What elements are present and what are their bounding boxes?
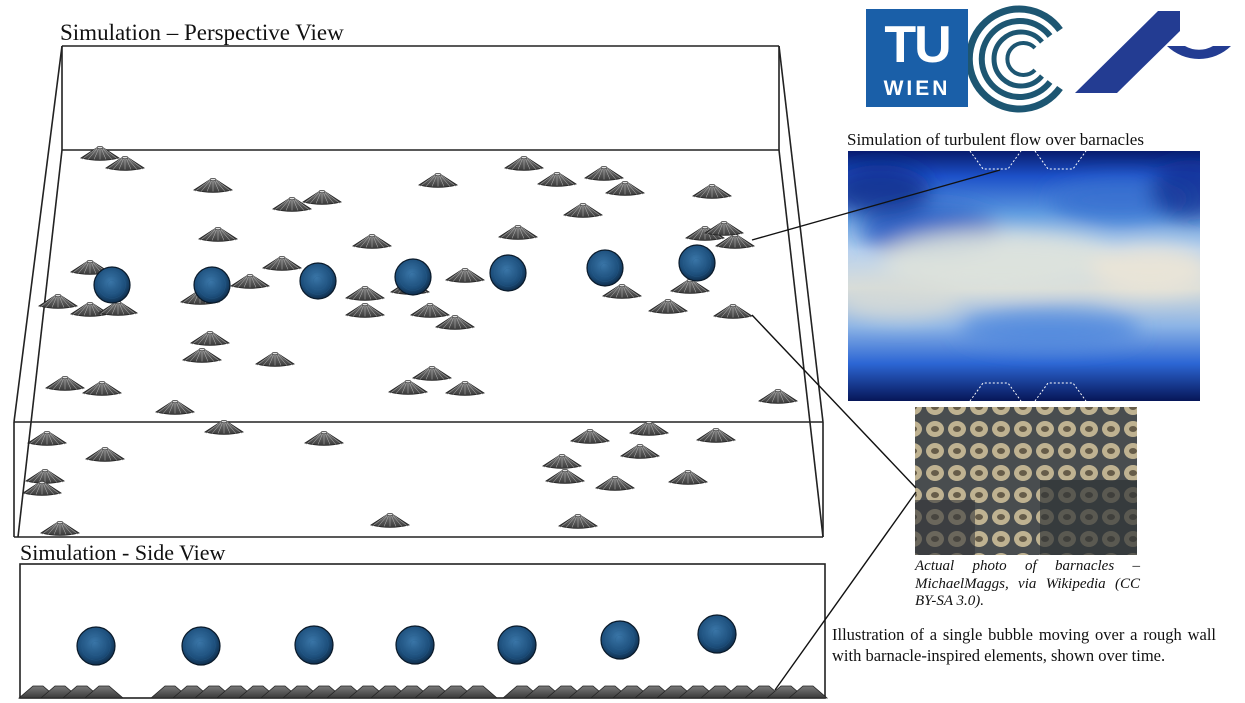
bubble xyxy=(395,625,435,665)
bubble xyxy=(76,626,116,666)
tu-wien-logo: TU WIEN xyxy=(866,9,968,107)
connector-lines xyxy=(751,169,1001,691)
barnacle-cone xyxy=(155,400,195,415)
barnacle-cone xyxy=(352,234,392,249)
barnacle-cone xyxy=(388,380,428,395)
perspective-box xyxy=(13,45,824,538)
barnacle-cone xyxy=(629,421,669,436)
barnacle-cone xyxy=(537,172,577,187)
barnacle-cone xyxy=(27,431,67,446)
barnacle-cone xyxy=(498,225,538,240)
barnacle-cone xyxy=(105,156,145,171)
barnacle-cone xyxy=(255,352,295,367)
barnacle-cone xyxy=(445,381,485,396)
side-barnacle xyxy=(457,685,499,699)
side-view-bubbles xyxy=(76,614,737,666)
barnacle-cone xyxy=(272,197,312,212)
barnacle-cone xyxy=(558,514,598,529)
barnacle-cone xyxy=(620,444,660,459)
barnacle-cone xyxy=(345,303,385,318)
barnacle-cone xyxy=(602,284,642,299)
tu-wien-logo-letters: TU xyxy=(884,16,951,74)
barnacle-cone xyxy=(504,156,544,171)
perspective-barnacles xyxy=(22,146,798,536)
barnacle-cone xyxy=(410,303,450,318)
bubble xyxy=(181,626,221,666)
barnacle-cone xyxy=(435,315,475,330)
barnacle-cone xyxy=(204,420,244,435)
bubble xyxy=(394,258,432,296)
barnacle-cone xyxy=(648,299,688,314)
bubble xyxy=(586,249,624,287)
turbulent-flow-image xyxy=(848,150,1200,402)
barnacle-cone xyxy=(304,431,344,446)
barnacle-cone xyxy=(82,381,122,396)
barnacle-cone xyxy=(190,331,230,346)
barnacle-cone xyxy=(45,376,85,391)
perspective-view-title: Simulation – Perspective View xyxy=(60,20,344,45)
illustration-caption: Illustration of a single bubble moving o… xyxy=(832,625,1216,665)
barnacle-cone xyxy=(38,294,78,309)
barnacle-cone xyxy=(545,469,585,484)
barnacle-cone xyxy=(412,366,452,381)
barnacle-cone xyxy=(713,304,753,319)
side-barnacle xyxy=(83,685,125,699)
barnacle-cone xyxy=(198,227,238,242)
bubble xyxy=(93,266,131,304)
barnacle-cone xyxy=(758,389,798,404)
bubble xyxy=(497,625,537,665)
barnacle-cone xyxy=(605,181,645,196)
barnacle-cone xyxy=(570,429,610,444)
barnacle-cone xyxy=(302,190,342,205)
barnacle-cone xyxy=(40,521,80,536)
flow-simulation-title: Simulation of turbulent flow over barnac… xyxy=(847,130,1144,149)
barnacle-cone xyxy=(25,469,65,484)
bubble xyxy=(600,620,640,660)
barnacle-cone xyxy=(704,221,744,236)
barnacle-cone xyxy=(345,286,385,301)
bubble xyxy=(678,244,716,282)
tu-wien-logo-word: WIEN xyxy=(883,77,951,100)
barnacle-cone xyxy=(418,173,458,188)
side-view-title: Simulation - Side View xyxy=(20,540,226,565)
photo-caption: Actual photo of barnacles – MichaelMaggs… xyxy=(915,558,1140,609)
bubble xyxy=(299,262,337,300)
barnacle-cone xyxy=(696,428,736,443)
barnacle-cone xyxy=(230,274,270,289)
barnacle-cone xyxy=(22,481,62,496)
barnacle-cone xyxy=(445,268,485,283)
vsc-logo xyxy=(965,5,1063,113)
bubble xyxy=(697,614,737,654)
bubble xyxy=(193,266,231,304)
barnacle-cone xyxy=(262,256,302,271)
bubble xyxy=(294,625,334,665)
barnacle-cone xyxy=(370,513,410,528)
barnacle-cone xyxy=(85,447,125,462)
bubble xyxy=(489,254,527,292)
barnacle-cone xyxy=(98,301,138,316)
barnacle-cone xyxy=(584,166,624,181)
barnacle-cone xyxy=(193,178,233,193)
au-logo xyxy=(1075,11,1231,93)
barnacle-cone xyxy=(668,470,708,485)
barnacle-cone xyxy=(563,203,603,218)
perspective-bubbles xyxy=(93,244,716,304)
side-view-barnacles xyxy=(17,685,829,699)
barnacle-cone xyxy=(182,348,222,363)
side-barnacle xyxy=(787,685,829,699)
barnacle-cone xyxy=(670,279,710,294)
barnacle-cone xyxy=(80,146,120,161)
barnacle-cone xyxy=(692,184,732,199)
barnacle-cone xyxy=(542,454,582,469)
barnacle-photo xyxy=(915,407,1137,555)
barnacle-cone xyxy=(595,476,635,491)
